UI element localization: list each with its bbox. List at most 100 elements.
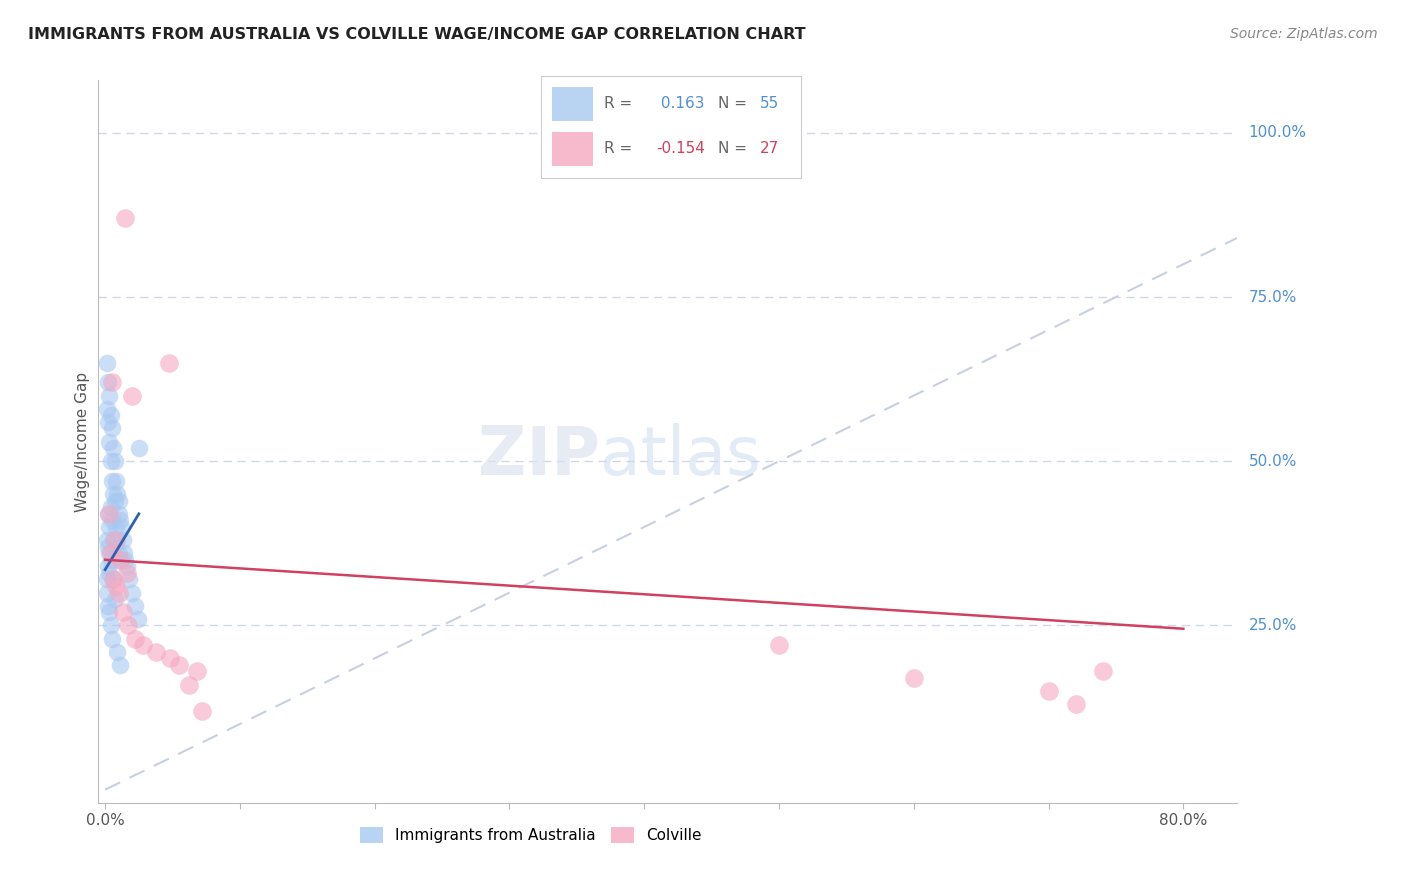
- Point: [101, 474, 124, 488]
- Point: [114, 553, 136, 567]
- Point: [98, 388, 121, 402]
- Text: 25.0%: 25.0%: [1249, 618, 1296, 633]
- Text: 75.0%: 75.0%: [1249, 290, 1296, 304]
- Text: 55: 55: [759, 96, 779, 111]
- Point: [96, 401, 118, 416]
- Text: 0.163: 0.163: [655, 96, 704, 111]
- Point: [103, 487, 125, 501]
- Point: [104, 579, 127, 593]
- Point: [118, 573, 141, 587]
- Point: [132, 638, 155, 652]
- Text: IMMIGRANTS FROM AUSTRALIA VS COLVILLE WAGE/INCOME GAP CORRELATION CHART: IMMIGRANTS FROM AUSTRALIA VS COLVILLE WA…: [28, 27, 806, 42]
- Text: -0.154: -0.154: [655, 141, 704, 156]
- Text: 100.0%: 100.0%: [1249, 126, 1306, 140]
- Point: [108, 657, 131, 672]
- Text: N =: N =: [718, 141, 752, 156]
- Point: [157, 356, 180, 370]
- Point: [101, 421, 124, 435]
- Point: [177, 677, 200, 691]
- Point: [159, 651, 181, 665]
- Point: [903, 671, 925, 685]
- Text: atlas: atlas: [599, 423, 761, 489]
- Point: [96, 356, 118, 370]
- Point: [108, 513, 131, 527]
- Point: [115, 559, 138, 574]
- Text: N =: N =: [718, 96, 752, 111]
- Point: [100, 618, 122, 632]
- Point: [115, 566, 138, 580]
- Point: [105, 487, 128, 501]
- Point: [104, 474, 127, 488]
- Point: [127, 612, 149, 626]
- Point: [105, 533, 128, 547]
- Point: [97, 507, 120, 521]
- Point: [104, 540, 127, 554]
- Point: [1091, 665, 1114, 679]
- Point: [100, 546, 122, 560]
- Point: [111, 605, 134, 619]
- Point: [186, 665, 208, 679]
- Point: [100, 553, 122, 567]
- Point: [107, 507, 129, 521]
- Point: [98, 507, 121, 521]
- Point: [96, 585, 118, 599]
- Point: [104, 520, 127, 534]
- Point: [97, 540, 120, 554]
- Point: [104, 454, 127, 468]
- Point: [101, 632, 124, 646]
- Point: [100, 500, 122, 515]
- Point: [103, 533, 125, 547]
- Point: [103, 573, 125, 587]
- Point: [96, 533, 118, 547]
- Point: [104, 493, 127, 508]
- Text: 27: 27: [759, 141, 779, 156]
- Point: [104, 592, 127, 607]
- Point: [110, 553, 132, 567]
- Point: [108, 553, 131, 567]
- Point: [103, 441, 125, 455]
- Point: [101, 513, 124, 527]
- Text: R =: R =: [603, 141, 637, 156]
- Point: [124, 632, 146, 646]
- Point: [121, 585, 143, 599]
- Point: [103, 573, 125, 587]
- Text: R =: R =: [603, 96, 637, 111]
- Text: Source: ZipAtlas.com: Source: ZipAtlas.com: [1230, 27, 1378, 41]
- Point: [97, 376, 120, 390]
- Point: [98, 434, 121, 449]
- Legend: Immigrants from Australia, Colville: Immigrants from Australia, Colville: [354, 822, 709, 849]
- Point: [112, 546, 135, 560]
- Point: [110, 520, 132, 534]
- Point: [107, 585, 129, 599]
- Point: [96, 573, 118, 587]
- Bar: [551, 87, 593, 121]
- Point: [98, 520, 121, 534]
- Text: ZIP: ZIP: [478, 423, 599, 489]
- Point: [97, 559, 120, 574]
- Point: [128, 441, 150, 455]
- Point: [169, 657, 191, 672]
- Point: [107, 493, 129, 508]
- Point: [114, 211, 136, 226]
- Point: [1064, 698, 1087, 712]
- Point: [121, 388, 143, 402]
- Point: [107, 546, 129, 560]
- Y-axis label: Wage/Income Gap: Wage/Income Gap: [75, 371, 90, 512]
- Point: [98, 546, 121, 560]
- Bar: [551, 132, 593, 166]
- Point: [98, 605, 121, 619]
- Point: [98, 566, 121, 580]
- Point: [191, 704, 214, 718]
- Point: [124, 599, 146, 613]
- Point: [97, 599, 120, 613]
- Point: [768, 638, 790, 652]
- Point: [105, 645, 128, 659]
- Point: [1038, 684, 1060, 698]
- Point: [97, 415, 120, 429]
- Point: [117, 618, 139, 632]
- Point: [101, 376, 124, 390]
- Point: [145, 645, 167, 659]
- Point: [104, 533, 127, 547]
- Text: 50.0%: 50.0%: [1249, 454, 1296, 468]
- Point: [100, 454, 122, 468]
